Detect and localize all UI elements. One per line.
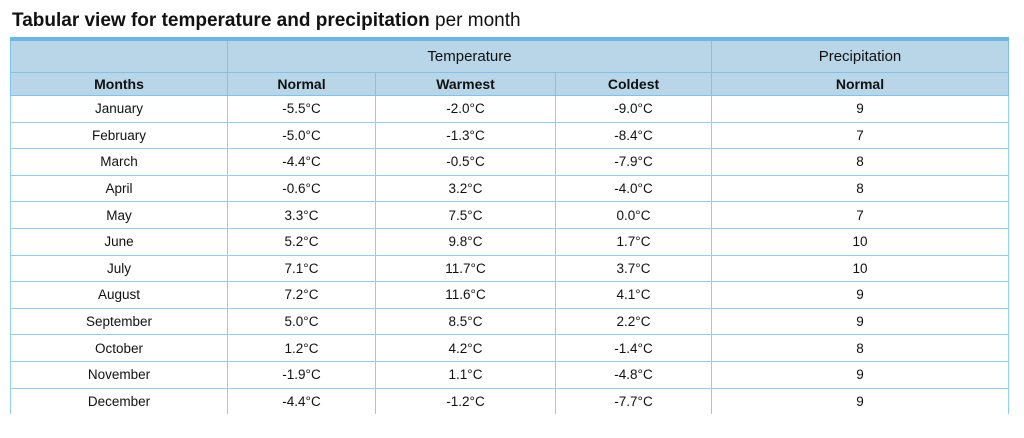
coldest-cell: 1.7°C: [555, 227, 712, 256]
temp-normal-cell: 7.1°C: [227, 254, 376, 283]
table-row: October 1.2°C 4.2°C -1.4°C 8: [10, 334, 1009, 362]
table-row: December -4.4°C -1.2°C -7.7°C 9: [10, 387, 1009, 415]
precip-normal-cell: 7: [711, 201, 1009, 229]
temp-normal-cell: -4.4°C: [227, 387, 376, 415]
warmest-cell: 8.5°C: [375, 307, 556, 336]
month-cell: October: [10, 334, 228, 362]
temp-normal-cell: 5.2°C: [227, 227, 376, 256]
precipitation-group-header: Precipitation: [711, 37, 1009, 73]
precip-normal-cell: 9: [711, 360, 1009, 389]
coldest-cell: -4.8°C: [555, 360, 712, 389]
month-cell: July: [10, 254, 228, 283]
climate-table-container: Temperature Precipitation Months Normal …: [10, 37, 1009, 415]
column-header-coldest: Coldest: [555, 72, 712, 96]
table-row: June 5.2°C 9.8°C 1.7°C 10: [10, 227, 1009, 256]
precip-normal-cell: 8: [711, 174, 1009, 203]
precip-normal-cell: 8: [711, 148, 1009, 176]
temp-normal-cell: 7.2°C: [227, 281, 376, 309]
coldest-cell: -4.0°C: [555, 174, 712, 203]
coldest-cell: -7.9°C: [555, 148, 712, 176]
page-title-bold: Tabular view for temperature and precipi…: [12, 10, 430, 31]
warmest-cell: 9.8°C: [375, 227, 556, 256]
column-header-warmest: Warmest: [375, 72, 556, 96]
coldest-cell: 4.1°C: [555, 281, 712, 309]
temp-normal-cell: -4.4°C: [227, 148, 376, 176]
temp-normal-cell: -0.6°C: [227, 174, 376, 203]
column-header-precip-normal: Normal: [711, 72, 1009, 96]
precip-normal-cell: 9: [711, 281, 1009, 309]
table-row: July 7.1°C 11.7°C 3.7°C 10: [10, 254, 1009, 283]
month-cell: September: [10, 307, 228, 336]
table-row: September 5.0°C 8.5°C 2.2°C 9: [10, 307, 1009, 336]
header-group-row: Temperature Precipitation: [10, 37, 1009, 73]
month-cell: December: [10, 387, 228, 415]
month-cell: May: [10, 201, 228, 229]
warmest-cell: -2.0°C: [375, 95, 556, 123]
temp-normal-cell: -5.0°C: [227, 121, 376, 150]
temperature-group-header: Temperature: [227, 37, 712, 73]
precip-normal-cell: 10: [711, 254, 1009, 283]
table-row: March -4.4°C -0.5°C -7.9°C 8: [10, 148, 1009, 176]
warmest-cell: -1.2°C: [375, 387, 556, 415]
warmest-cell: 4.2°C: [375, 334, 556, 362]
precip-normal-cell: 9: [711, 387, 1009, 415]
table-header: Temperature Precipitation Months Normal …: [10, 37, 1009, 96]
climate-table: Temperature Precipitation Months Normal …: [10, 37, 1009, 415]
page-title: Tabular view for temperature and precipi…: [12, 8, 521, 34]
month-cell: February: [10, 121, 228, 150]
precip-normal-cell: 10: [711, 227, 1009, 256]
coldest-cell: -7.7°C: [555, 387, 712, 415]
coldest-cell: 3.7°C: [555, 254, 712, 283]
table-body: January -5.5°C -2.0°C -9.0°C 9 February -5.0°C…: [10, 95, 1009, 415]
month-cell: January: [10, 95, 228, 123]
column-header-temp-normal: Normal: [227, 72, 376, 96]
coldest-cell: -1.4°C: [555, 334, 712, 362]
warmest-cell: -1.3°C: [375, 121, 556, 150]
header-column-row: Months Normal Warmest Coldest Normal: [10, 72, 1009, 96]
warmest-cell: -0.5°C: [375, 148, 556, 176]
temp-normal-cell: -1.9°C: [227, 360, 376, 389]
precip-normal-cell: 8: [711, 334, 1009, 362]
header-empty-cell: [10, 37, 228, 73]
temp-normal-cell: 1.2°C: [227, 334, 376, 362]
table-row: January -5.5°C -2.0°C -9.0°C 9: [10, 95, 1009, 123]
month-cell: November: [10, 360, 228, 389]
month-cell: April: [10, 174, 228, 203]
warmest-cell: 11.6°C: [375, 281, 556, 309]
temp-normal-cell: -5.5°C: [227, 95, 376, 123]
warmest-cell: 11.7°C: [375, 254, 556, 283]
month-cell: March: [10, 148, 228, 176]
warmest-cell: 3.2°C: [375, 174, 556, 203]
coldest-cell: -9.0°C: [555, 95, 712, 123]
precip-normal-cell: 9: [711, 307, 1009, 336]
month-cell: August: [10, 281, 228, 309]
warmest-cell: 7.5°C: [375, 201, 556, 229]
column-header-months: Months: [10, 72, 228, 96]
table-row: November -1.9°C 1.1°C -4.8°C 9: [10, 360, 1009, 389]
page-title-suffix: per month: [429, 10, 521, 31]
table-row: August 7.2°C 11.6°C 4.1°C 9: [10, 281, 1009, 309]
precip-normal-cell: 9: [711, 95, 1009, 123]
temp-normal-cell: 3.3°C: [227, 201, 376, 229]
month-cell: June: [10, 227, 228, 256]
coldest-cell: 2.2°C: [555, 307, 712, 336]
table-row: April -0.6°C 3.2°C -4.0°C 8: [10, 174, 1009, 203]
table-row: May 3.3°C 7.5°C 0.0°C 7: [10, 201, 1009, 229]
coldest-cell: -8.4°C: [555, 121, 712, 150]
precip-normal-cell: 7: [711, 121, 1009, 150]
coldest-cell: 0.0°C: [555, 201, 712, 229]
warmest-cell: 1.1°C: [375, 360, 556, 389]
table-row: February -5.0°C -1.3°C -8.4°C 7: [10, 121, 1009, 150]
temp-normal-cell: 5.0°C: [227, 307, 376, 336]
